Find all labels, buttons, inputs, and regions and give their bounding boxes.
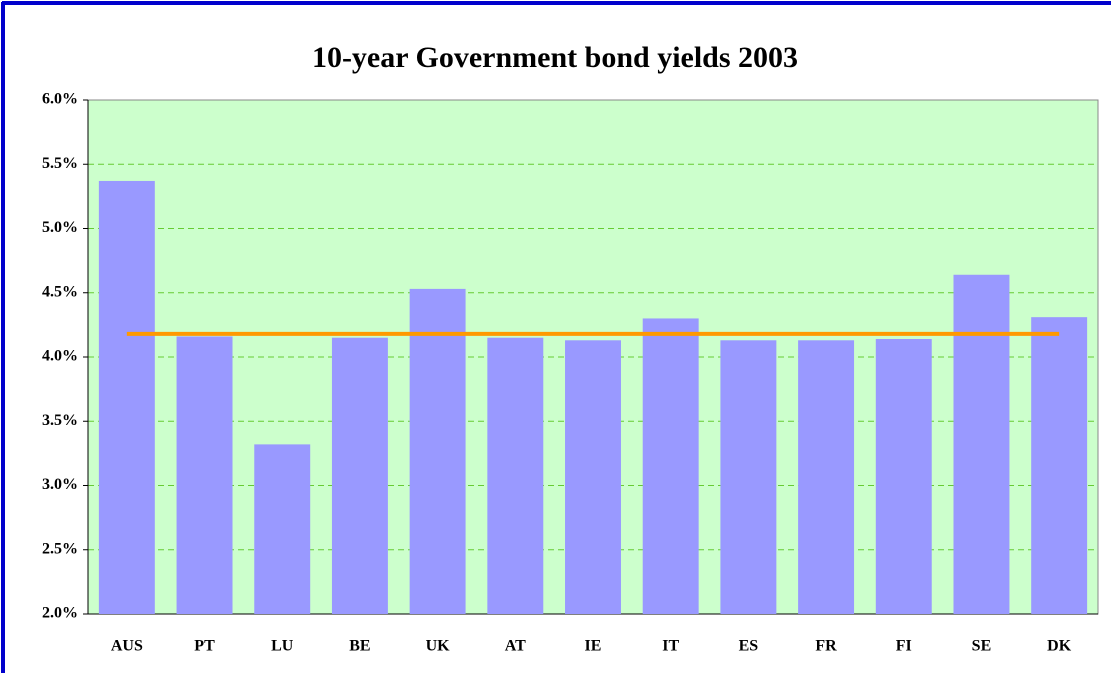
y-tick-label: 6.0% bbox=[42, 91, 78, 108]
bar bbox=[254, 444, 311, 614]
x-tick-label: BE bbox=[349, 638, 370, 655]
x-tick-label: IT bbox=[662, 638, 679, 655]
x-tick-label: FR bbox=[815, 638, 837, 655]
bar bbox=[98, 180, 155, 614]
x-tick-label: DK bbox=[1047, 638, 1072, 655]
y-tick-label: 5.0% bbox=[42, 219, 78, 236]
x-tick-label: IE bbox=[585, 638, 602, 655]
x-tick-label: LU bbox=[271, 638, 294, 655]
x-tick-label: UK bbox=[426, 638, 451, 655]
bar bbox=[1031, 317, 1088, 614]
x-tick-label: PT bbox=[194, 638, 215, 655]
x-tick-label: SE bbox=[972, 638, 992, 655]
bar bbox=[798, 340, 855, 614]
x-tick-label: AT bbox=[505, 638, 526, 655]
y-tick-label: 4.5% bbox=[42, 283, 78, 300]
bar bbox=[331, 337, 388, 614]
y-tick-label: 3.0% bbox=[42, 476, 78, 493]
y-tick-label: 2.0% bbox=[42, 605, 78, 622]
y-tick-label: 3.5% bbox=[42, 412, 78, 429]
bar bbox=[642, 318, 699, 614]
y-tick-label: 5.5% bbox=[42, 155, 78, 172]
bar bbox=[409, 288, 466, 614]
bar bbox=[176, 336, 233, 614]
x-tick-label: FI bbox=[896, 638, 912, 655]
bar bbox=[720, 340, 777, 614]
x-tick-label: AUS bbox=[111, 638, 143, 655]
y-tick-label: 2.5% bbox=[42, 540, 78, 557]
bar bbox=[565, 340, 621, 614]
bar bbox=[953, 274, 1010, 614]
x-tick-label: ES bbox=[739, 638, 759, 655]
bar bbox=[875, 339, 932, 614]
chart-title: 10-year Government bond yields 2003 bbox=[312, 41, 798, 74]
bar bbox=[487, 337, 544, 614]
y-tick-label: 4.0% bbox=[42, 348, 78, 365]
